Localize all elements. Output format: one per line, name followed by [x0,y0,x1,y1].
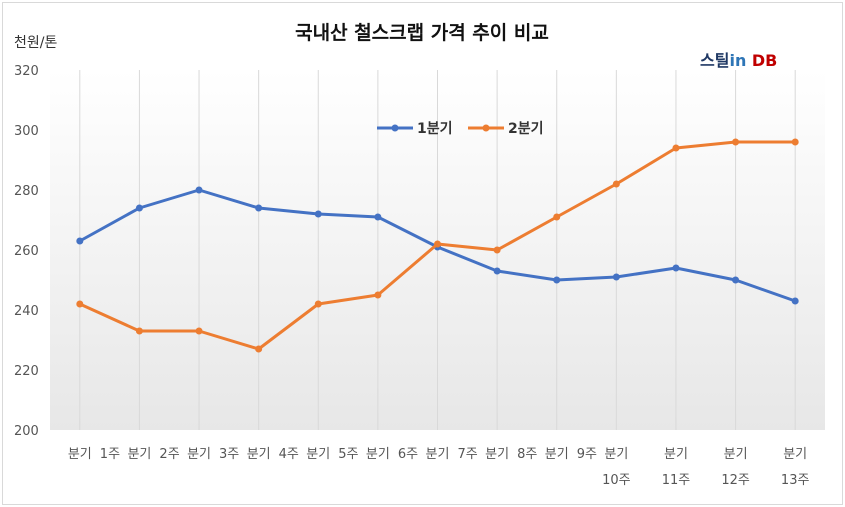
y-tick-label: 300 [14,124,39,139]
x-tick-label: 분기 [485,447,509,462]
data-point [195,186,203,194]
x-tick-label: 11주 [662,473,691,488]
data-point [195,327,203,335]
logo-part-3: DB [746,51,777,70]
x-tick-label: 1주 [100,447,120,462]
x-tick-label: 5주 [338,447,358,462]
data-point [553,213,561,221]
data-point [76,300,84,308]
logo-part-1: 스틸 [700,51,729,70]
data-point [434,240,441,248]
x-tick-label: 분기 [724,447,748,462]
legend-marker [391,124,399,132]
x-tick-label: 4주 [279,447,299,462]
stealin-db-logo: 스틸in DB [700,51,777,70]
chart-title: 국내산 철스크랩 가격 추이 비교 [295,22,549,44]
x-tick-label: 분기 [664,447,688,462]
x-tick-label: 2주 [159,447,179,462]
data-point [255,204,263,212]
y-tick-label: 280 [14,184,39,199]
data-point [791,297,799,305]
data-point [791,138,799,146]
data-point [76,237,84,245]
x-tick-label: 분기 [187,447,211,462]
data-point [314,300,322,308]
x-tick-label: 분기 [545,447,569,462]
legend-marker [482,124,490,132]
x-tick-label: 7주 [458,447,478,462]
x-tick-label: 분기 [604,447,628,462]
x-tick-label: 10주 [602,473,631,488]
x-tick-label: 9주 [577,447,597,462]
y-tick-label: 320 [14,64,39,79]
x-tick-label: 13주 [781,473,810,488]
data-point [732,276,740,284]
data-point [672,264,680,272]
data-point [255,345,263,353]
data-point [374,213,382,221]
legend: 1분기 2분기 [377,121,544,137]
y-tick-label: 220 [14,364,39,379]
data-point [493,246,501,254]
x-tick-label: 3주 [219,447,239,462]
x-tick-label: 12주 [721,473,750,488]
data-point [612,273,620,281]
x-tick-label: 분기 [783,447,807,462]
x-tick-label: 분기 [366,447,390,462]
x-tick-label: 6주 [398,447,418,462]
legend-label: 2분기 [508,121,544,137]
logo-part-2: in [729,51,746,70]
x-tick-label: 분기 [247,447,271,462]
data-point [135,327,143,335]
x-tick-label: 분기 [127,447,151,462]
data-point [732,138,740,146]
x-tick-label: 8주 [517,447,537,462]
x-tick-label: 분기 [68,447,92,462]
y-tick-label: 260 [14,244,39,259]
data-point [493,267,501,275]
data-point [374,291,382,299]
data-point [553,276,561,284]
data-point [314,210,322,218]
y-axis-unit-label: 천원/톤 [14,35,57,51]
legend-label: 1분기 [417,121,453,137]
y-tick-label: 200 [14,424,39,439]
data-point [135,204,143,212]
data-point [672,144,680,152]
y-tick-label: 240 [14,304,39,319]
data-point [612,180,620,188]
x-tick-label: 분기 [426,447,450,462]
x-tick-label: 분기 [306,447,330,462]
